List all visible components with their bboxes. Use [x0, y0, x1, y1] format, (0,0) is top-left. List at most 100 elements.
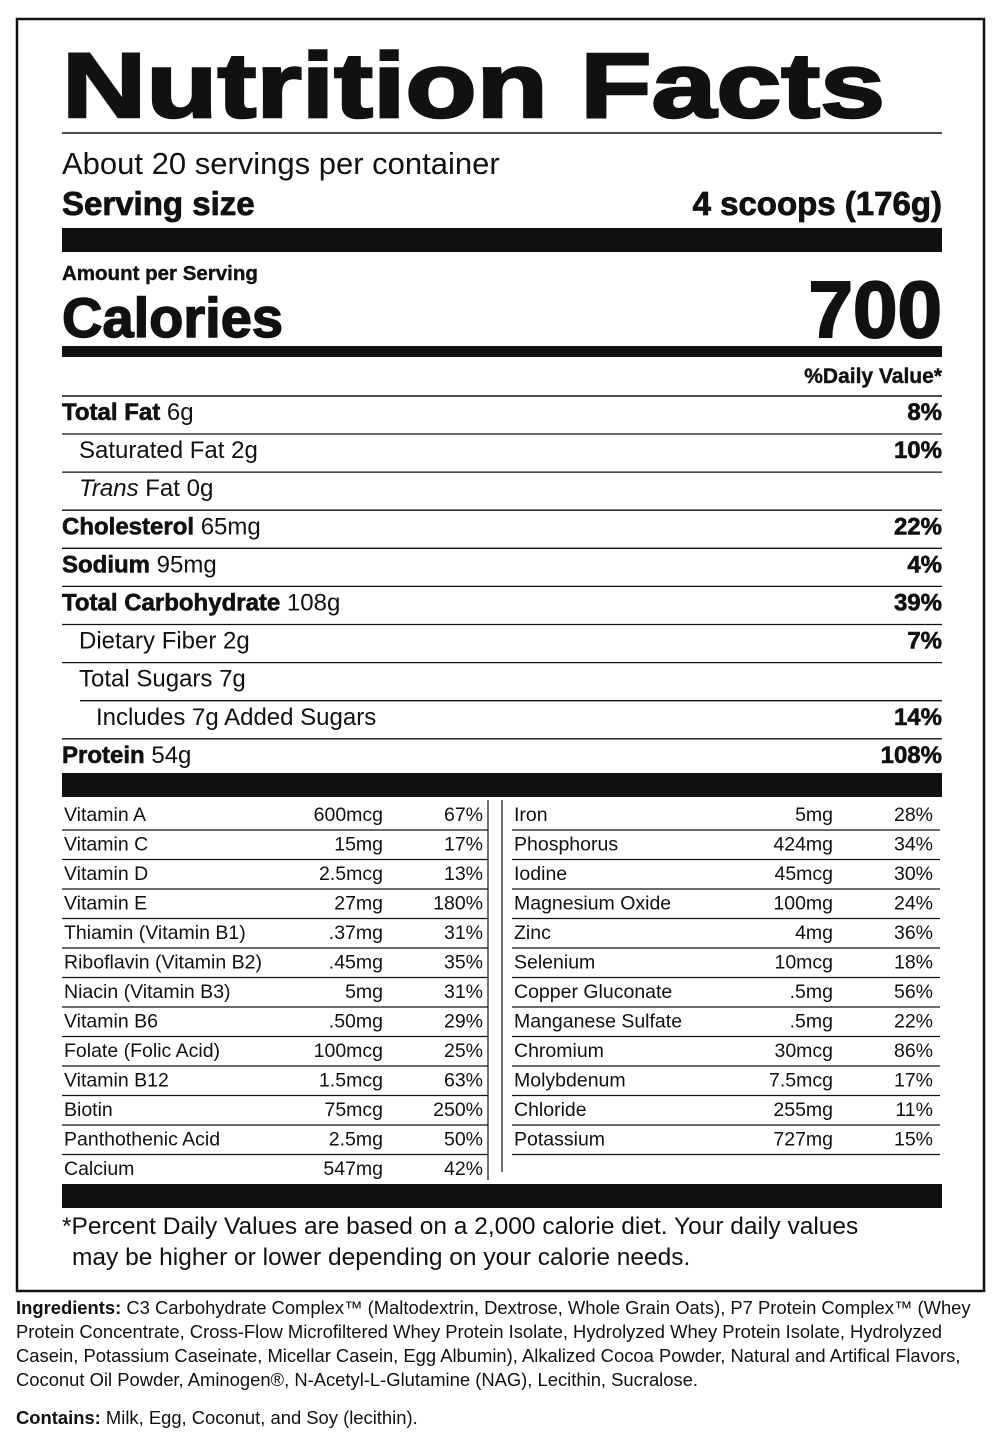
nutrient-amount: 95mg	[157, 551, 217, 578]
micronutrient-name: Potassium	[514, 1129, 605, 1151]
micronutrient-dv: 42%	[444, 1158, 483, 1180]
micronutrient-amount: 27mg	[334, 893, 383, 915]
nutrient-amount: 108g	[287, 590, 340, 617]
micronutrient-dv: 28%	[894, 804, 933, 826]
ingredients-text: C3 Carbohydrate Complex™ (Maltodextrin, …	[16, 1297, 971, 1390]
micronutrient-dv: 250%	[433, 1099, 483, 1121]
nutrient-row: Sodium 95mg	[62, 551, 217, 578]
nutrient-name: Saturated Fat	[79, 437, 225, 464]
nutrient-dv: 7%	[907, 628, 942, 655]
micronutrient-name: Niacin (Vitamin B3)	[64, 981, 231, 1003]
nutrient-dv: 22%	[894, 513, 942, 540]
footnote-line: may be higher or lower depending on your…	[72, 1244, 690, 1271]
micronutrient-amount: 7.5mcg	[769, 1070, 833, 1092]
micronutrient-dv: 25%	[444, 1040, 483, 1062]
thick-bar	[62, 228, 942, 252]
micronutrient-name: Vitamin B6	[64, 1011, 158, 1033]
serving-size-value: 4 scoops (176g)	[693, 185, 942, 222]
micronutrient-name: Phosphorus	[514, 834, 618, 856]
micronutrient-name: Riboflavin (Vitamin B2)	[64, 952, 262, 974]
micronutrient-name: Panthothenic Acid	[64, 1129, 220, 1151]
nutrient-name: Cholesterol	[62, 513, 194, 540]
micronutrient-dv: 50%	[444, 1129, 483, 1151]
nutrient-dv: 10%	[894, 437, 942, 464]
micronutrient-dv: 17%	[894, 1070, 933, 1092]
nutrient-amount: 2g	[223, 628, 250, 655]
micronutrient-name: Vitamin E	[64, 893, 147, 915]
nutrient-amount: 7g	[219, 666, 246, 693]
micronutrient-name: Vitamin B12	[64, 1070, 169, 1092]
micronutrient-amount: 600mcg	[314, 804, 383, 826]
micronutrient-amount: 100mcg	[314, 1040, 383, 1062]
nutrient-amount: 0g	[187, 475, 214, 502]
nutrient-amount: 54g	[151, 742, 191, 769]
micronutrient-amount: 10mcg	[774, 952, 833, 974]
micronutrient-name: Magnesium Oxide	[514, 893, 671, 915]
micronutrient-dv: 63%	[444, 1070, 483, 1092]
micronutrient-dv: 34%	[894, 834, 933, 856]
micronutrient-name: Molybdenum	[514, 1070, 626, 1092]
micronutrient-dv: 15%	[894, 1129, 933, 1151]
nutrient-name: Protein	[62, 742, 145, 769]
micronutrient-amount: .5mg	[790, 981, 833, 1003]
nutrient-name: Total Sugars	[79, 666, 212, 693]
micronutrient-name: Vitamin C	[64, 834, 148, 856]
nutrient-name: Total Fat	[62, 399, 160, 426]
nutrient-amount: 6g	[167, 399, 194, 426]
nutrient-name: Fat	[145, 475, 180, 502]
nutrient-dv: 4%	[907, 551, 942, 578]
micronutrient-dv: 180%	[433, 893, 483, 915]
micronutrient-amount: 424mg	[773, 834, 833, 856]
thick-bar	[62, 1184, 942, 1208]
nutrient-dv: 39%	[894, 590, 942, 617]
servings: About 20 servings per container	[62, 146, 500, 181]
micronutrient-dv: 13%	[444, 863, 483, 885]
micronutrient-name: Iron	[514, 804, 548, 826]
micronutrient-dv: 31%	[444, 981, 483, 1003]
micronutrient-dv: 36%	[894, 922, 933, 944]
micronutrient-dv: 67%	[444, 804, 483, 826]
nutrient-amount: 2g	[231, 437, 258, 464]
micronutrient-amount: 4mg	[795, 922, 833, 944]
ingredients-label: Ingredients:	[16, 1297, 122, 1318]
micronutrient-amount: .45mg	[329, 952, 383, 974]
nutrient-name: Total Carbohydrate	[62, 590, 280, 617]
contains-label: Contains:	[16, 1407, 101, 1428]
micronutrient-amount: 30mcg	[774, 1040, 833, 1062]
micronutrient-dv: 18%	[894, 952, 933, 974]
contains: Contains: Milk, Egg, Coconut, and Soy (l…	[16, 1406, 991, 1430]
nutrient-row: Total Sugars 7g	[79, 666, 246, 693]
calories-value: 700	[809, 265, 942, 354]
nutrient-row: Dietary Fiber 2g	[79, 628, 250, 655]
micronutrient-dv: 31%	[444, 922, 483, 944]
nutrient-amount: 65mg	[201, 513, 261, 540]
title: Nutrition Facts	[62, 35, 885, 137]
micronutrient-name: Copper Gluconate	[514, 981, 672, 1003]
micronutrient-amount: 75mcg	[324, 1099, 383, 1121]
nutrient-row: Trans Fat 0g	[79, 475, 213, 502]
micronutrient-dv: 86%	[894, 1040, 933, 1062]
micronutrient-amount: 2.5mg	[329, 1129, 383, 1151]
micronutrient-amount: 727mg	[773, 1129, 833, 1151]
nutrient-name-italic: Trans	[79, 475, 139, 502]
nutrient-row: Saturated Fat 2g	[79, 437, 258, 464]
micronutrient-name: Biotin	[64, 1099, 113, 1121]
micronutrient-dv: 56%	[894, 981, 933, 1003]
micronutrient-name: Thiamin (Vitamin B1)	[64, 922, 246, 944]
micronutrient-dv: 11%	[895, 1099, 933, 1121]
daily-value-header: %Daily Value*	[804, 365, 943, 388]
micronutrient-dv: 30%	[894, 863, 933, 885]
micronutrient-amount: 1.5mcg	[319, 1070, 383, 1092]
micronutrient-name: Chromium	[514, 1040, 604, 1062]
nutrient-row: Includes 7g Added Sugars	[96, 704, 376, 731]
micronutrient-name: Calcium	[64, 1158, 134, 1180]
calories-label: Calories	[62, 286, 283, 349]
micronutrient-amount: 2.5mcg	[319, 863, 383, 885]
micronutrient-amount: .50mg	[329, 1011, 383, 1033]
micronutrient-dv: 29%	[444, 1011, 483, 1033]
nutrient-row: Cholesterol 65mg	[62, 513, 261, 540]
micronutrient-name: Selenium	[514, 952, 595, 974]
nutrient-row: Total Fat 6g	[62, 399, 194, 426]
nutrient-row: Protein 54g	[62, 742, 191, 769]
